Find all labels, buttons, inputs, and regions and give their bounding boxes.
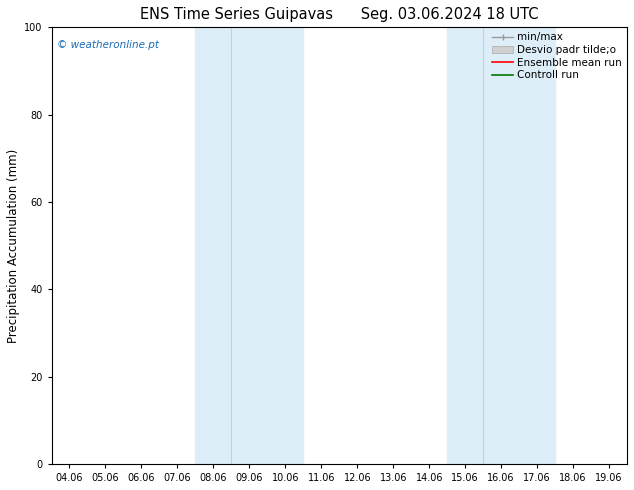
- Title: ENS Time Series Guipavas      Seg. 03.06.2024 18 UTC: ENS Time Series Guipavas Seg. 03.06.2024…: [140, 7, 538, 22]
- Legend: min/max, Desvio padr tilde;o, Ensemble mean run, Controll run: min/max, Desvio padr tilde;o, Ensemble m…: [490, 30, 624, 82]
- Text: © weatheronline.pt: © weatheronline.pt: [57, 40, 159, 50]
- Y-axis label: Precipitation Accumulation (mm): Precipitation Accumulation (mm): [7, 148, 20, 343]
- Bar: [447, 27, 555, 464]
- Bar: [195, 27, 303, 464]
